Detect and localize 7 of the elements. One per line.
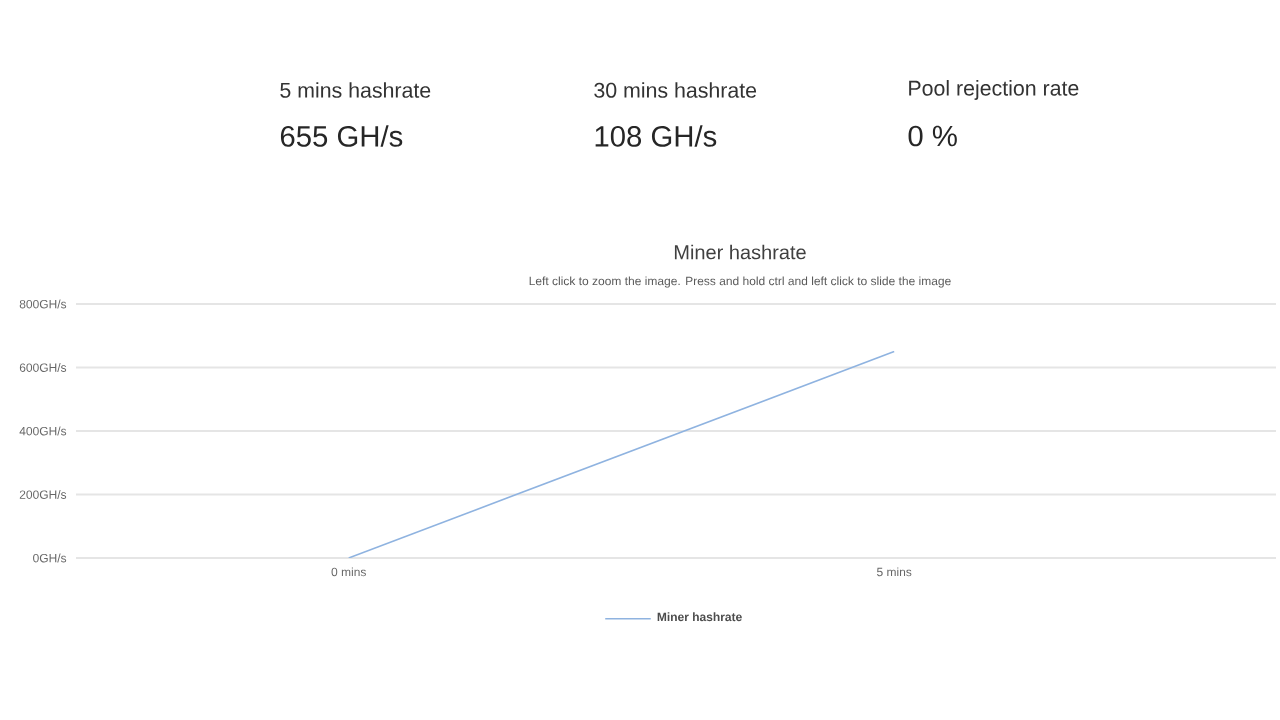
text: 5 mins hashrate <box>280 82 431 98</box>
text: Pool rejection rate <box>909 80 1079 100</box>
text: 655 GH/s <box>280 125 403 147</box>
text: 108 GH/s <box>595 125 717 147</box>
text: 30 mins hashrate <box>594 82 757 98</box>
chart-title: Miner hashrate <box>674 244 806 260</box>
text: 0 % <box>908 125 957 147</box>
